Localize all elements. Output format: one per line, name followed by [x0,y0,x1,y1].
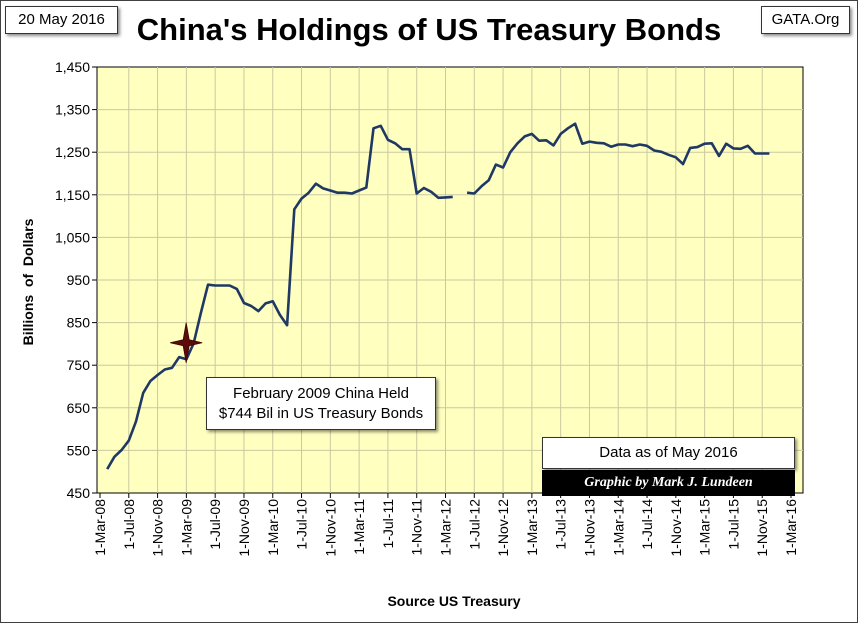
star-marker [170,322,203,363]
x-tick-label: 1-Nov-12 [495,499,511,557]
y-tick-label: 750 [67,357,91,373]
chart-title: China's Holdings of US Treasury Bonds [136,12,722,47]
x-tick-label: 1-Nov-14 [668,499,684,557]
series-line [466,122,770,195]
y-tick-label: 450 [67,485,91,501]
source-label: GATA.Org [761,6,850,34]
y-axis-ticks: 450 550 650 750 850 950 1,050 1,150 1,250 1,350 1,… [55,59,97,501]
y-tick-label: 650 [67,400,91,416]
x-tick-label: 1-Jul-11 [380,499,396,549]
x-tick-label: 1-Jul-10 [294,499,310,550]
credit-label: Graphic by Mark J. Lundeen [542,470,795,496]
annotation-line-1: February 2009 China Held [233,385,409,402]
x-tick-label: 1-Mar-10 [265,499,281,556]
y-tick-label: 950 [67,272,91,288]
x-tick-label: 1-Jul-09 [207,499,223,550]
series-line [106,124,453,470]
y-tick-label: 1,150 [55,187,90,203]
x-tick-label: 1-Nov-10 [322,499,338,557]
y-tick-label: 1,450 [55,59,90,75]
y-tick-label: 1,050 [55,229,90,245]
y-tick-label: 550 [67,442,91,458]
x-tick-label: 1-Mar-16 [783,499,799,556]
x-tick-label: 1-Jul-13 [553,499,569,550]
x-tick-label: 1-Mar-13 [524,499,540,556]
marker-star [170,322,203,363]
y-axis-label: Billions of Dollars [20,218,36,346]
annotation-box: February 2009 China Held $744 Bil in US … [206,377,436,430]
x-tick-label: 1-Nov-11 [409,499,425,556]
x-tick-label: 1-Jul-15 [725,499,741,550]
x-axis-ticks: 1-Mar-08 1-Jul-08 1-Nov-08 1-Mar-09 1-Jul-09… [92,493,799,557]
x-tick-label: 1-Mar-11 [351,499,367,555]
x-tick-label: 1-Nov-13 [581,499,597,557]
y-tick-label: 1,250 [55,144,90,160]
date-label: 20 May 2016 [5,6,118,34]
x-tick-label: 1-Mar-08 [92,499,108,556]
annotation-line-2: $744 Bil in US Treasury Bonds [218,405,424,422]
x-tick-label: 1-Mar-14 [610,499,626,556]
series-lines [106,122,770,470]
y-tick-label: 850 [67,315,91,331]
x-tick-label: 1-Jul-12 [466,499,482,550]
y-tick-label: 1,350 [55,102,90,118]
x-tick-label: 1-Jul-08 [121,499,137,550]
x-axis-label: Source US Treasury [387,593,521,609]
x-tick-label: 1-Mar-15 [697,499,713,556]
x-tick-label: 1-Jul-14 [639,499,655,550]
data-note: Data as of May 2016 [542,437,795,469]
x-tick-label: 1-Nov-09 [236,499,252,557]
x-tick-label: 1-Nov-08 [150,499,166,557]
x-tick-label: 1-Mar-12 [438,499,454,556]
x-tick-label: 1-Mar-09 [178,499,194,556]
x-tick-label: 1-Nov-15 [754,499,770,557]
